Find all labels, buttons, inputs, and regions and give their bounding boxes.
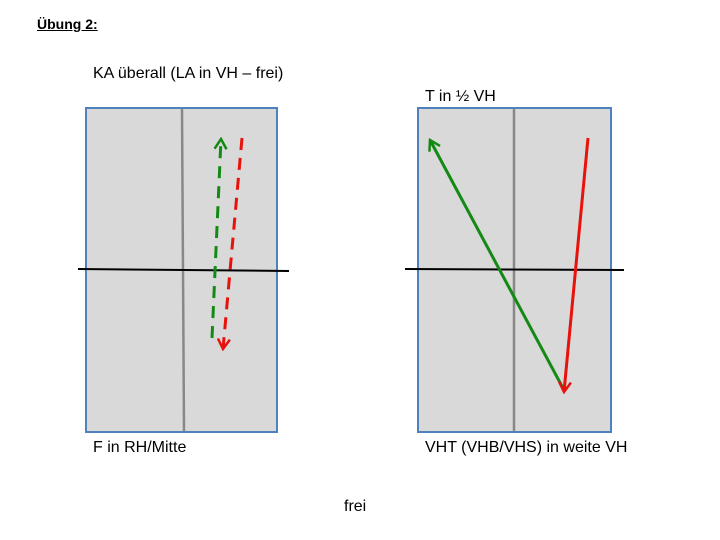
exercise-title: Übung 2: — [37, 16, 98, 32]
right-field-cross-line — [404, 268, 625, 271]
right-diagram-top-label: T in ½ VH — [425, 88, 496, 105]
right-green-arrow — [430, 140, 566, 391]
left-green-dashed-arrow — [210, 139, 221, 339]
right-diagram-bottom-label: VHT (VHB/VHS) in weite VH — [425, 439, 628, 456]
left-red-dashed-arrow — [223, 137, 244, 349]
right-field — [404, 107, 625, 433]
right-red-arrow — [564, 137, 590, 392]
left-field-cross-line — [77, 268, 290, 272]
left-diagram-bottom-label: F in RH/Mitte — [93, 439, 187, 456]
left-diagram-top-label: KA überall (LA in VH – frei) — [93, 65, 284, 82]
bottom-center-label: frei — [344, 498, 367, 515]
left-field — [77, 107, 290, 433]
